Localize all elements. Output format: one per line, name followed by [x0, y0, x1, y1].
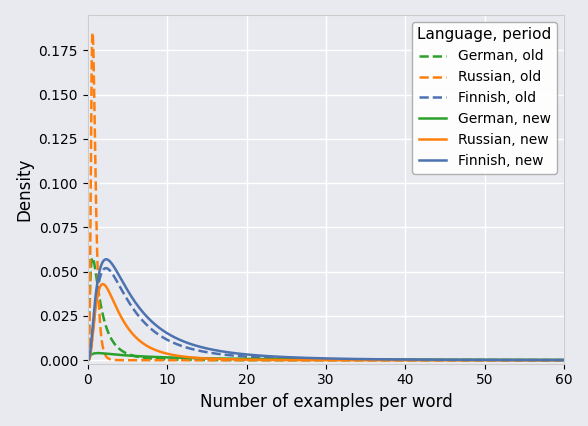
Finnish, new	[303, 355, 310, 360]
Russian, new	[303, 357, 310, 363]
Finnish, old	[547, 357, 554, 363]
Russian, old	[84, 357, 91, 363]
Russian, old	[547, 357, 554, 363]
German, old	[303, 357, 310, 363]
German, old	[547, 357, 554, 363]
Finnish, new	[460, 357, 467, 363]
Finnish, new	[84, 357, 91, 363]
German, old	[316, 357, 323, 363]
German, old	[547, 357, 554, 363]
Line: Finnish, old: Finnish, old	[88, 268, 564, 360]
German, old	[460, 357, 467, 363]
Line: German, old: German, old	[88, 257, 564, 360]
Russian, new	[561, 357, 568, 363]
Russian, old	[561, 357, 568, 363]
German, new	[460, 357, 467, 363]
Finnish, new	[547, 357, 554, 363]
Russian, old	[547, 357, 554, 363]
Finnish, old	[547, 357, 554, 363]
Russian, old	[303, 357, 310, 363]
Line: German, new: German, new	[88, 353, 564, 360]
Finnish, new	[109, 262, 116, 267]
German, new	[547, 357, 554, 363]
Finnish, old	[109, 271, 116, 276]
Russian, old	[89, 30, 96, 35]
German, new	[95, 351, 102, 356]
Russian, new	[547, 357, 554, 363]
Russian, new	[84, 357, 91, 363]
Line: Russian, old: Russian, old	[88, 33, 564, 360]
Finnish, old	[303, 357, 310, 362]
German, new	[316, 357, 323, 362]
Finnish, new	[547, 357, 554, 363]
Line: Russian, new: Russian, new	[88, 284, 564, 360]
Russian, old	[316, 357, 323, 363]
German, new	[109, 351, 116, 357]
Russian, new	[109, 296, 116, 301]
Finnish, old	[102, 265, 109, 271]
Finnish, new	[316, 356, 323, 361]
Russian, new	[547, 357, 554, 363]
Finnish, new	[103, 257, 110, 262]
Russian, old	[460, 357, 467, 363]
Y-axis label: Density: Density	[15, 158, 33, 221]
German, old	[84, 357, 91, 363]
German, new	[547, 357, 554, 363]
German, new	[303, 357, 310, 362]
Finnish, old	[460, 357, 467, 363]
Finnish, old	[561, 357, 568, 363]
Russian, old	[109, 357, 116, 362]
German, old	[109, 338, 116, 343]
German, new	[561, 357, 568, 363]
Line: Finnish, new: Finnish, new	[88, 259, 564, 360]
German, new	[84, 357, 91, 363]
German, old	[561, 357, 568, 363]
Russian, new	[316, 357, 323, 363]
X-axis label: Number of examples per word: Number of examples per word	[199, 393, 452, 411]
German, old	[89, 255, 96, 260]
Russian, new	[99, 282, 106, 287]
Finnish, new	[561, 357, 568, 363]
Finnish, old	[84, 357, 91, 363]
Russian, new	[460, 357, 467, 363]
Legend: German, old, Russian, old, Finnish, old, German, new, Russian, new, Finnish, new: German, old, Russian, old, Finnish, old,…	[412, 22, 557, 174]
Finnish, old	[316, 357, 323, 362]
